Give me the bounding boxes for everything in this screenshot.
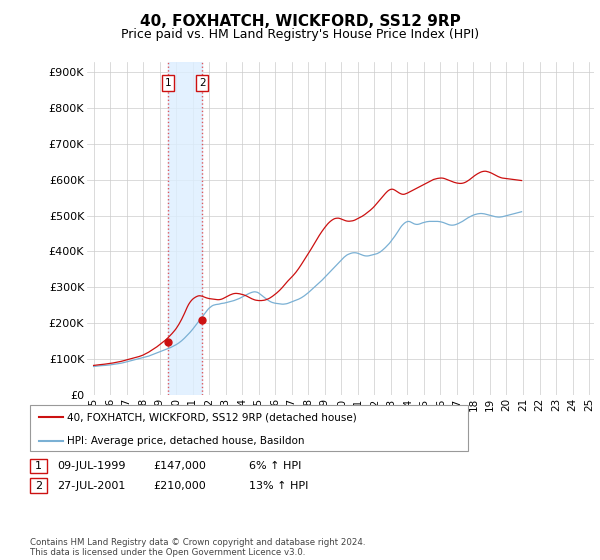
Text: 2: 2 (35, 480, 42, 491)
Text: 6% ↑ HPI: 6% ↑ HPI (249, 461, 301, 471)
Text: 40, FOXHATCH, WICKFORD, SS12 9RP (detached house): 40, FOXHATCH, WICKFORD, SS12 9RP (detach… (67, 412, 357, 422)
Text: 1: 1 (35, 461, 42, 471)
Text: 27-JUL-2001: 27-JUL-2001 (57, 480, 125, 491)
Text: 2: 2 (199, 78, 205, 88)
Text: 09-JUL-1999: 09-JUL-1999 (57, 461, 125, 471)
Text: 1: 1 (165, 78, 172, 88)
Bar (168, 62, 202, 395)
Text: 40, FOXHATCH, WICKFORD, SS12 9RP: 40, FOXHATCH, WICKFORD, SS12 9RP (140, 14, 460, 29)
Text: £210,000: £210,000 (153, 480, 206, 491)
Text: HPI: Average price, detached house, Basildon: HPI: Average price, detached house, Basi… (67, 436, 305, 446)
Text: Contains HM Land Registry data © Crown copyright and database right 2024.
This d: Contains HM Land Registry data © Crown c… (30, 538, 365, 557)
Text: 13% ↑ HPI: 13% ↑ HPI (249, 480, 308, 491)
Text: Price paid vs. HM Land Registry's House Price Index (HPI): Price paid vs. HM Land Registry's House … (121, 28, 479, 41)
Text: £147,000: £147,000 (153, 461, 206, 471)
